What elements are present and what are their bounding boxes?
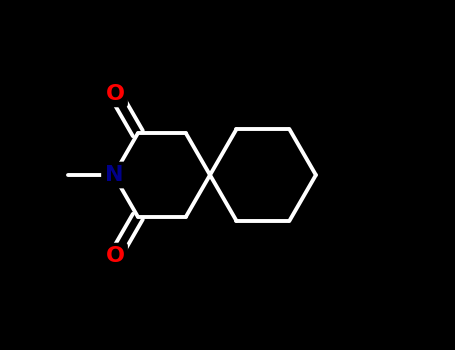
Text: N: N	[105, 165, 123, 185]
Text: O: O	[106, 246, 125, 266]
Text: O: O	[106, 84, 125, 104]
